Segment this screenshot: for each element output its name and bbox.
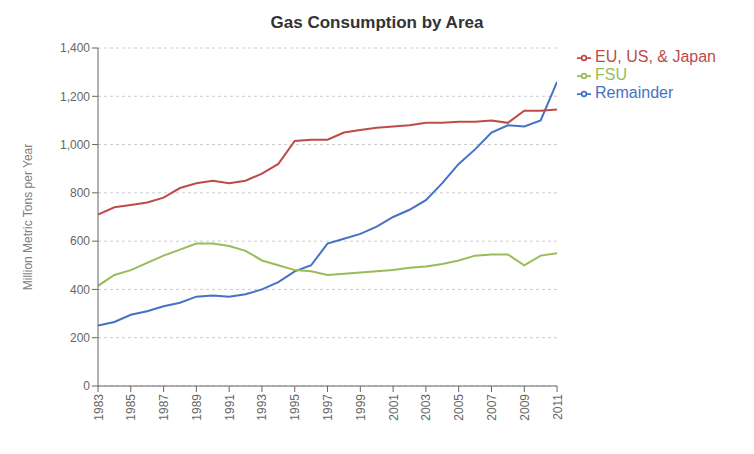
svg-text:800: 800 [70, 186, 90, 200]
svg-text:600: 600 [70, 234, 90, 248]
svg-text:1993: 1993 [255, 394, 269, 421]
svg-text:1,200: 1,200 [60, 90, 90, 104]
svg-text:0: 0 [83, 379, 90, 393]
svg-text:1989: 1989 [190, 394, 204, 421]
svg-text:1997: 1997 [321, 394, 335, 421]
html-text:Gas Consumption by Area: Gas Consumption by Area [270, 13, 484, 32]
svg-text:1985: 1985 [124, 394, 138, 421]
svg-text:2009: 2009 [518, 394, 532, 421]
svg-text:2001: 2001 [387, 394, 401, 421]
svg-text:1999: 1999 [354, 394, 368, 421]
svg-text:2003: 2003 [419, 394, 433, 421]
svg-text:1,000: 1,000 [60, 138, 90, 152]
svg-text:200: 200 [70, 331, 90, 345]
svg-text:2011: 2011 [551, 394, 565, 420]
svg-text:1983: 1983 [92, 394, 106, 421]
svg-text:2007: 2007 [485, 394, 499, 421]
html-text:FSU: FSU [595, 66, 627, 83]
svg-text:400: 400 [70, 283, 90, 297]
svg-text:1,400: 1,400 [60, 41, 90, 55]
svg-text:2005: 2005 [452, 394, 466, 421]
html-text:Remainder: Remainder [595, 84, 674, 101]
svg-text:1987: 1987 [157, 394, 171, 421]
svg-text:1991: 1991 [223, 394, 237, 421]
svg-text:Million Metric Tons per Year: Million Metric Tons per Year [21, 144, 35, 291]
html-text:EU, US, & Japan: EU, US, & Japan [595, 48, 716, 65]
svg-text:1995: 1995 [288, 394, 302, 421]
